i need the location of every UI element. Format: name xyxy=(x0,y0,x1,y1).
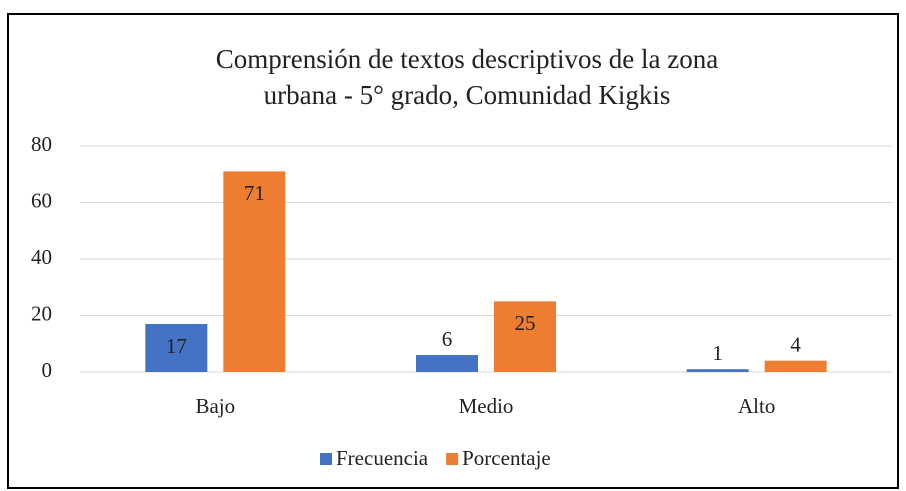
y-tick-label: 40 xyxy=(31,245,52,269)
chart-title: urbana - 5° grado, Comunidad Kigkis xyxy=(264,80,671,110)
y-tick-label: 80 xyxy=(31,132,52,156)
legend-swatch xyxy=(320,453,332,465)
y-tick-label: 20 xyxy=(31,301,52,325)
data-label: 6 xyxy=(442,327,453,351)
legend-label: Frecuencia xyxy=(336,446,429,470)
x-tick-label: Bajo xyxy=(195,394,235,418)
bar xyxy=(686,369,749,372)
bar xyxy=(223,171,286,372)
x-tick-label: Medio xyxy=(459,394,514,418)
y-tick-label: 0 xyxy=(42,358,53,382)
data-label: 25 xyxy=(515,311,536,335)
data-label: 1 xyxy=(712,341,723,365)
y-tick-label: 60 xyxy=(31,188,52,212)
bar xyxy=(145,323,208,372)
bar xyxy=(494,301,556,372)
data-label: 17 xyxy=(166,334,187,358)
chart-frame xyxy=(7,13,899,489)
bar xyxy=(764,360,827,372)
data-label: 4 xyxy=(790,333,801,357)
x-tick-label: Alto xyxy=(738,394,775,418)
data-label: 71 xyxy=(244,181,265,205)
chart-title: Comprensión de textos descriptivos de la… xyxy=(216,44,718,74)
legend-swatch xyxy=(446,453,459,465)
legend-label: Porcentaje xyxy=(462,446,551,470)
bar xyxy=(416,355,478,372)
